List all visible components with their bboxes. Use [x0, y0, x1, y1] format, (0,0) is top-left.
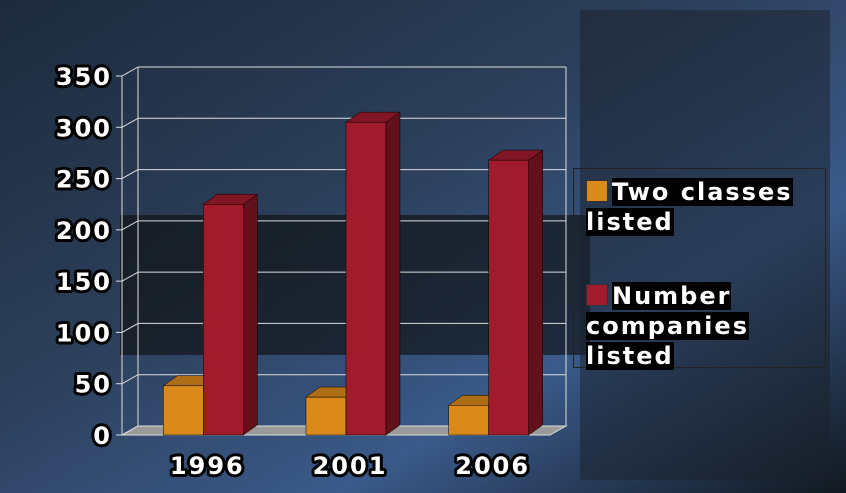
bar [306, 397, 346, 435]
bar [489, 160, 529, 435]
bar-side [243, 194, 257, 435]
bar [203, 204, 243, 435]
y-tick-label: 100 [56, 319, 112, 347]
legend-item: Number companies listed [586, 281, 822, 371]
y-tick-label: 250 [56, 166, 112, 194]
bar-side [529, 150, 543, 435]
y-tick-label: 50 [75, 371, 112, 399]
bar [449, 405, 489, 435]
legend-swatch [586, 284, 608, 306]
legend-item: Two classes listed [586, 177, 822, 237]
y-tick-label: 150 [56, 268, 112, 296]
x-tick-label: 2006 [455, 452, 530, 480]
legend: Two classes listed Number companies liste… [573, 168, 826, 368]
bar [163, 386, 203, 435]
legend-label: Number companies listed [586, 282, 749, 370]
bar [346, 122, 386, 435]
legend-swatch [586, 180, 608, 202]
x-tick-label: 2001 [313, 452, 388, 480]
y-tick-label: 350 [56, 63, 112, 91]
bar-side [386, 112, 400, 435]
y-tick-label: 0 [93, 422, 112, 450]
y-tick-label: 300 [56, 114, 112, 142]
chart: 0 50 100 150 200 250 300 350 1996 2001 2006 Two cl… [0, 0, 846, 493]
legend-label: Two classes listed [586, 178, 793, 236]
y-tick-label: 200 [56, 217, 112, 245]
x-tick-label: 1996 [170, 452, 245, 480]
